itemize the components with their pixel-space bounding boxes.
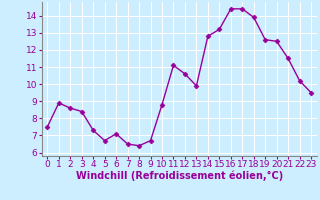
X-axis label: Windchill (Refroidissement éolien,°C): Windchill (Refroidissement éolien,°C) <box>76 171 283 181</box>
